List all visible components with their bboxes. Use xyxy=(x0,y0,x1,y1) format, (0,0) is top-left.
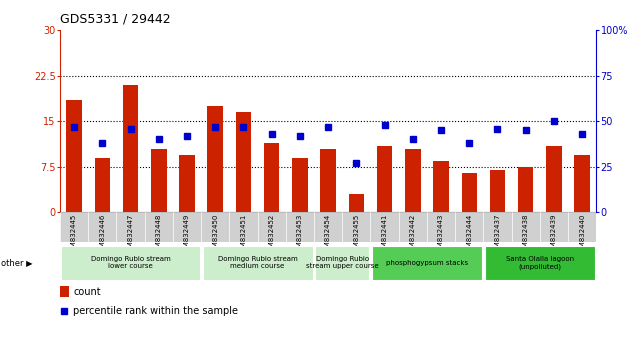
Bar xyxy=(546,145,562,212)
Text: GSM832448: GSM832448 xyxy=(156,213,162,256)
Bar xyxy=(60,212,88,242)
Bar xyxy=(179,155,195,212)
Text: GSM832455: GSM832455 xyxy=(353,213,359,256)
Bar xyxy=(123,85,138,212)
Bar xyxy=(490,170,505,212)
Bar xyxy=(512,212,540,242)
Bar xyxy=(235,112,251,212)
Bar xyxy=(286,212,314,242)
Text: Domingo Rubio
stream upper course: Domingo Rubio stream upper course xyxy=(306,256,379,269)
Bar xyxy=(264,143,280,212)
Text: Domingo Rubio stream
medium course: Domingo Rubio stream medium course xyxy=(218,256,297,269)
Text: GSM832443: GSM832443 xyxy=(438,213,444,256)
Bar xyxy=(321,149,336,212)
Bar xyxy=(427,212,455,242)
Bar xyxy=(229,212,257,242)
Text: GSM832450: GSM832450 xyxy=(212,213,218,256)
Text: phosphogypsum stacks: phosphogypsum stacks xyxy=(386,260,468,266)
Text: GSM832441: GSM832441 xyxy=(382,213,387,256)
Text: GSM832449: GSM832449 xyxy=(184,213,190,256)
Bar xyxy=(116,212,144,242)
Text: GSM832442: GSM832442 xyxy=(410,213,416,256)
Bar xyxy=(377,145,392,212)
Bar xyxy=(540,212,568,242)
Bar xyxy=(372,246,482,280)
Bar xyxy=(342,212,370,242)
Text: GSM832440: GSM832440 xyxy=(579,213,585,256)
Bar xyxy=(455,212,483,242)
Bar xyxy=(173,212,201,242)
Bar xyxy=(257,212,286,242)
Bar xyxy=(483,212,512,242)
Text: other ▶: other ▶ xyxy=(1,258,33,267)
Bar xyxy=(203,246,312,280)
Text: GSM832454: GSM832454 xyxy=(325,213,331,256)
Text: GSM832444: GSM832444 xyxy=(466,213,472,256)
Bar xyxy=(461,173,477,212)
Bar xyxy=(574,155,590,212)
Text: percentile rank within the sample: percentile rank within the sample xyxy=(73,306,239,316)
Text: Domingo Rubio stream
lower course: Domingo Rubio stream lower course xyxy=(91,256,170,269)
Text: GSM832453: GSM832453 xyxy=(297,213,303,256)
Bar xyxy=(95,158,110,212)
Bar xyxy=(370,212,399,242)
Bar xyxy=(399,212,427,242)
Bar xyxy=(208,106,223,212)
Text: GSM832438: GSM832438 xyxy=(522,213,529,256)
Text: Santa Olalla lagoon
(unpolluted): Santa Olalla lagoon (unpolluted) xyxy=(506,256,574,270)
Bar xyxy=(316,246,369,280)
Bar xyxy=(144,212,173,242)
Bar xyxy=(518,167,533,212)
Bar xyxy=(348,194,364,212)
Text: count: count xyxy=(73,287,101,297)
Text: GSM832445: GSM832445 xyxy=(71,213,77,256)
Text: GSM832437: GSM832437 xyxy=(495,213,500,256)
Text: GSM832446: GSM832446 xyxy=(99,213,105,256)
Text: GSM832439: GSM832439 xyxy=(551,213,557,256)
Bar xyxy=(433,161,449,212)
Text: GSM832452: GSM832452 xyxy=(269,213,274,256)
Bar xyxy=(151,149,167,212)
Text: GSM832447: GSM832447 xyxy=(127,213,134,256)
Bar xyxy=(314,212,342,242)
Bar xyxy=(405,149,421,212)
Bar xyxy=(88,212,116,242)
Bar xyxy=(292,158,308,212)
Bar xyxy=(485,246,595,280)
Bar xyxy=(66,100,82,212)
Bar xyxy=(61,246,199,280)
Bar xyxy=(60,286,69,297)
Bar xyxy=(201,212,229,242)
Bar xyxy=(568,212,596,242)
Text: GSM832451: GSM832451 xyxy=(240,213,247,256)
Text: GDS5331 / 29442: GDS5331 / 29442 xyxy=(60,12,170,25)
